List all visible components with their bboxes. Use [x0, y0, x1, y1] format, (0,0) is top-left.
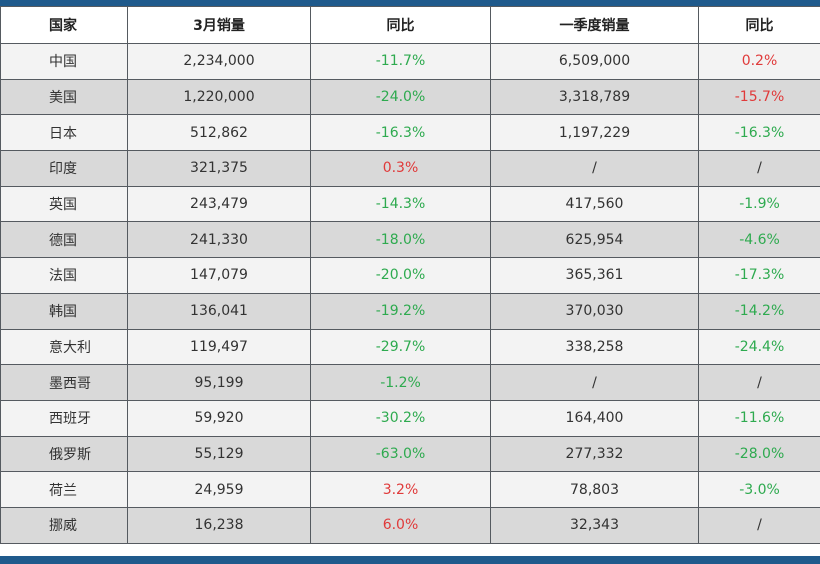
table-row: 荷兰 24,959 3.2% 78,803 -3.0% — [0, 471, 820, 508]
cell-q1-sales: 3,318,789 — [490, 78, 699, 116]
cell-q1-yoy: -14.2% — [698, 292, 820, 330]
cell-march-sales: 95,199 — [127, 364, 311, 401]
cell-q1-yoy: / — [698, 364, 820, 401]
cell-q1-yoy: -11.6% — [698, 399, 820, 437]
cell-q1-sales: 6,509,000 — [490, 43, 699, 80]
header-q1-sales: 一季度销量 — [490, 6, 699, 44]
cell-march-sales: 147,079 — [127, 257, 311, 294]
table-row: 印度 321,375 0.3% / / — [0, 150, 820, 187]
table-row: 西班牙 59,920 -30.2% 164,400 -11.6% — [0, 399, 820, 437]
cell-march-yoy: -63.0% — [310, 435, 491, 473]
cell-q1-yoy: / — [698, 150, 820, 187]
cell-q1-yoy: -15.7% — [698, 78, 820, 116]
header-country: 国家 — [0, 6, 128, 44]
cell-country: 挪威 — [0, 506, 128, 544]
cell-country: 韩国 — [0, 292, 128, 330]
cell-q1-yoy: / — [698, 506, 820, 544]
cell-march-sales: 321,375 — [127, 150, 311, 187]
cell-country: 英国 — [0, 185, 128, 223]
cell-march-yoy: -29.7% — [310, 328, 491, 366]
cell-march-yoy: -11.7% — [310, 43, 491, 80]
cell-march-yoy: -20.0% — [310, 257, 491, 294]
cell-country: 西班牙 — [0, 399, 128, 437]
cell-country: 德国 — [0, 221, 128, 259]
cell-q1-yoy: -28.0% — [698, 435, 820, 473]
cell-march-yoy: 0.3% — [310, 150, 491, 187]
cell-q1-sales: 365,361 — [490, 257, 699, 294]
cell-q1-sales: 277,332 — [490, 435, 699, 473]
cell-march-sales: 243,479 — [127, 185, 311, 223]
table-row: 英国 243,479 -14.3% 417,560 -1.9% — [0, 185, 820, 223]
cell-q1-sales: 370,030 — [490, 292, 699, 330]
cell-march-sales: 59,920 — [127, 399, 311, 437]
header-march-yoy: 同比 — [310, 6, 491, 44]
cell-march-sales: 512,862 — [127, 114, 311, 152]
cell-q1-yoy: 0.2% — [698, 43, 820, 80]
table-row: 意大利 119,497 -29.7% 338,258 -24.4% — [0, 328, 820, 366]
cell-march-yoy: -19.2% — [310, 292, 491, 330]
cell-q1-sales: 417,560 — [490, 185, 699, 223]
cell-q1-sales: / — [490, 150, 699, 187]
table-row: 日本 512,862 -16.3% 1,197,229 -16.3% — [0, 114, 820, 152]
sales-table: 国家 3月销量 同比 一季度销量 同比 中国 2,234,000 -11.7% 6,5… — [0, 6, 820, 544]
cell-march-yoy: 3.2% — [310, 471, 491, 508]
cell-q1-sales: / — [490, 364, 699, 401]
table-row: 中国 2,234,000 -11.7% 6,509,000 0.2% — [0, 43, 820, 80]
header-row: 国家 3月销量 同比 一季度销量 同比 — [0, 6, 820, 44]
cell-march-sales: 24,959 — [127, 471, 311, 508]
table-header: 国家 3月销量 同比 一季度销量 同比 — [0, 6, 820, 44]
cell-march-sales: 55,129 — [127, 435, 311, 473]
cell-q1-yoy: -16.3% — [698, 114, 820, 152]
cell-q1-sales: 1,197,229 — [490, 114, 699, 152]
cell-country: 荷兰 — [0, 471, 128, 508]
cell-march-yoy: -30.2% — [310, 399, 491, 437]
cell-country: 墨西哥 — [0, 364, 128, 401]
cell-march-sales: 16,238 — [127, 506, 311, 544]
cell-country: 印度 — [0, 150, 128, 187]
header-march-sales: 3月销量 — [127, 6, 311, 44]
table-row: 法国 147,079 -20.0% 365,361 -17.3% — [0, 257, 820, 294]
cell-march-yoy: 6.0% — [310, 506, 491, 544]
table-body: 中国 2,234,000 -11.7% 6,509,000 0.2% 美国 1,220,00… — [0, 43, 820, 544]
cell-country: 法国 — [0, 257, 128, 294]
cell-march-yoy: -24.0% — [310, 78, 491, 116]
cell-country: 意大利 — [0, 328, 128, 366]
cell-q1-sales: 164,400 — [490, 399, 699, 437]
cell-country: 俄罗斯 — [0, 435, 128, 473]
table-row: 挪威 16,238 6.0% 32,343/ — [0, 506, 820, 544]
cell-march-sales: 1,220,000 — [127, 78, 311, 116]
cell-march-sales: 136,041 — [127, 292, 311, 330]
cell-march-sales: 2,234,000 — [127, 43, 311, 80]
cell-march-yoy: -1.2% — [310, 364, 491, 401]
header-q1-yoy: 同比 — [698, 6, 820, 44]
table-row: 德国 241,330 -18.0% 625,954 -4.6% — [0, 221, 820, 259]
cell-q1-yoy: -24.4% — [698, 328, 820, 366]
top-accent-bar — [0, 0, 820, 6]
table-row: 俄罗斯 55,129 -63.0% 277,332 -28.0% — [0, 435, 820, 473]
cell-march-yoy: -14.3% — [310, 185, 491, 223]
cell-q1-sales: 78,803 — [490, 471, 699, 508]
table-row: 墨西哥 95,199 -1.2% / / — [0, 364, 820, 401]
cell-q1-yoy: -17.3% — [698, 257, 820, 294]
cell-march-sales: 241,330 — [127, 221, 311, 259]
cell-march-yoy: -18.0% — [310, 221, 491, 259]
cell-country: 中国 — [0, 43, 128, 80]
bottom-accent-bar — [0, 556, 820, 564]
cell-march-sales: 119,497 — [127, 328, 311, 366]
cell-march-yoy: -16.3% — [310, 114, 491, 152]
cell-q1-yoy: -1.9% — [698, 185, 820, 223]
table-row: 美国 1,220,000 -24.0% 3,318,789 -15.7% — [0, 78, 820, 116]
cell-country: 美国 — [0, 78, 128, 116]
cell-q1-sales: 32,343 — [490, 506, 699, 544]
cell-q1-yoy: -4.6% — [698, 221, 820, 259]
cell-country: 日本 — [0, 114, 128, 152]
cell-q1-yoy: -3.0% — [698, 471, 820, 508]
cell-q1-sales: 625,954 — [490, 221, 699, 259]
cell-q1-sales: 338,258 — [490, 328, 699, 366]
table-row: 韩国 136,041 -19.2% 370,030 -14.2% — [0, 292, 820, 330]
